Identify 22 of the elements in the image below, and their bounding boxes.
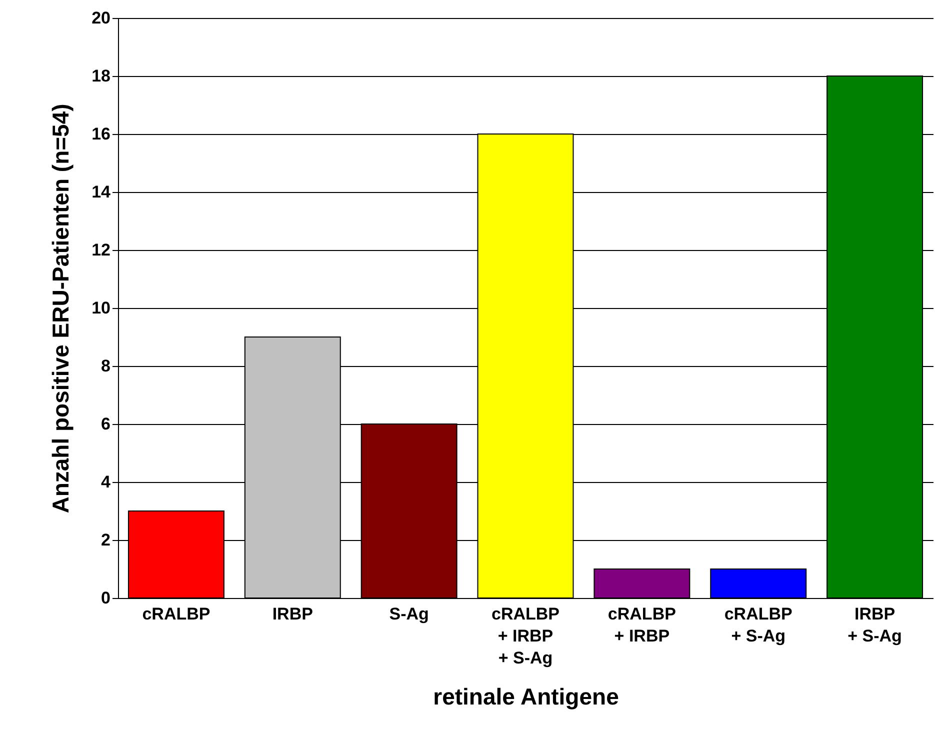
y-tick-label: 14: [92, 182, 112, 202]
y-tick-label: 10: [92, 298, 110, 318]
y-tick-label: 12: [92, 240, 110, 260]
y-tick-label: 4: [101, 472, 112, 492]
x-tick-label: cRALBP + IRBP + S-Ag: [491, 604, 560, 668]
x-tick-label: IRBP + S-Ag: [848, 604, 902, 646]
y-tick-label: 8: [101, 356, 110, 376]
y-tick-label: 6: [101, 414, 110, 434]
y-tick-label: 0: [101, 588, 110, 608]
y-tick-label: 20: [92, 8, 110, 28]
x-tick-label: cRALBP + IRBP: [608, 604, 676, 646]
y-tick-label: 2: [101, 530, 110, 550]
x-tick-label: cRALBP: [142, 604, 210, 624]
x-tick-label: S-Ag: [389, 604, 429, 624]
y-tick-label: 16: [92, 124, 110, 144]
x-tick-label: cRALBP + S-Ag: [724, 604, 792, 646]
y-axis-title: Anzahl positive ERU-Patienten (n=54): [48, 104, 74, 514]
x-axis-title: retinale Antigene: [433, 684, 619, 710]
bar: [710, 568, 807, 598]
bar: [594, 568, 690, 598]
y-tick-label: 18: [92, 66, 110, 86]
x-tick-label: IRBP: [272, 604, 313, 624]
